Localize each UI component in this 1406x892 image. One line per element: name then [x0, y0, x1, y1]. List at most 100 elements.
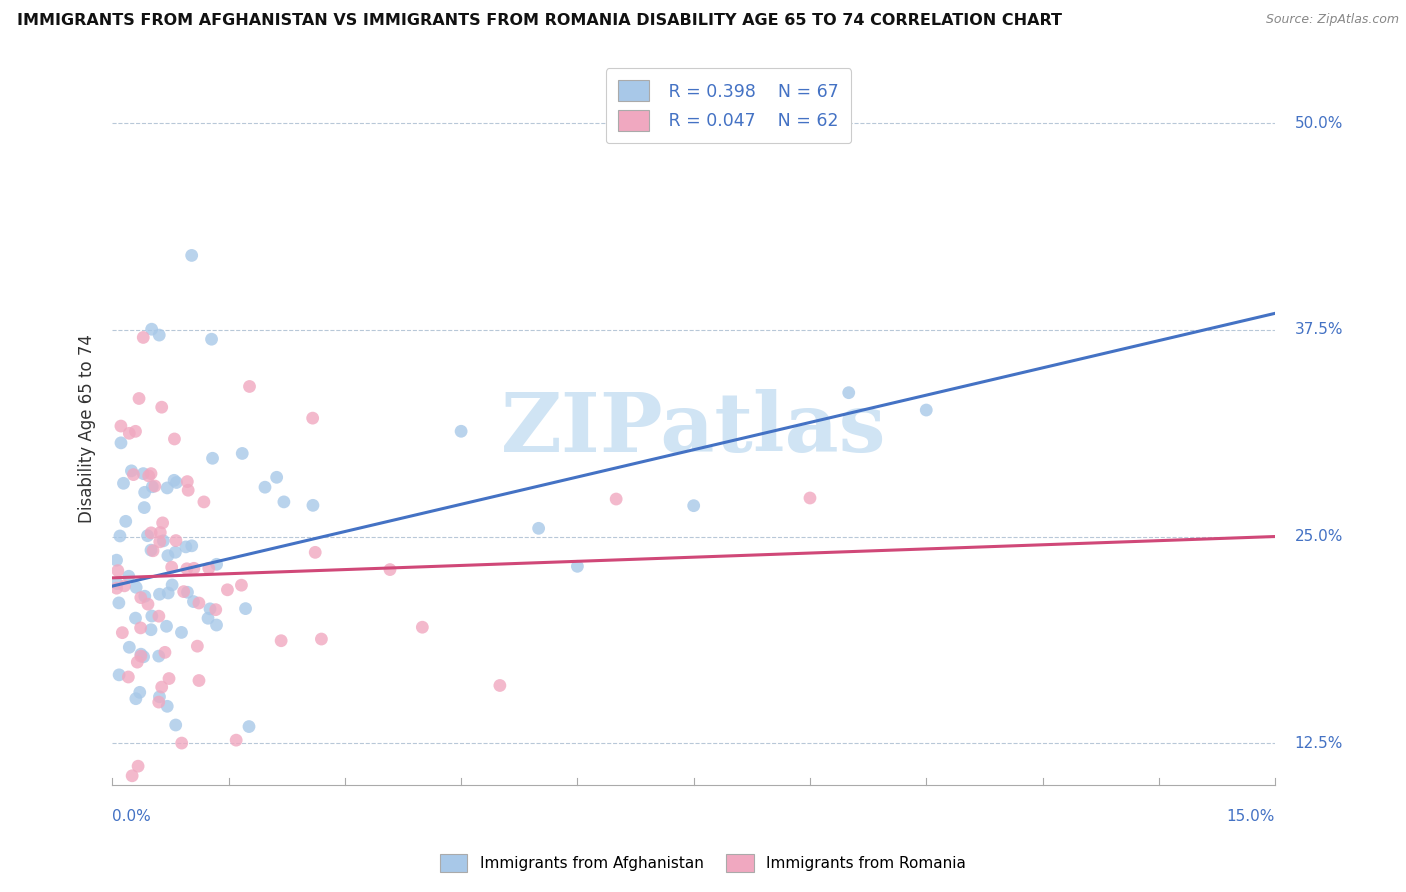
- Point: [141, 480, 163, 494]
- Point: [165, 545, 187, 559]
- Point: [132, 330, 155, 344]
- Point: [149, 534, 172, 549]
- Point: [170, 625, 193, 640]
- Point: [176, 585, 198, 599]
- Point: [150, 680, 173, 694]
- Point: [165, 718, 187, 732]
- Point: [148, 587, 170, 601]
- Point: [125, 580, 148, 594]
- Point: [187, 596, 209, 610]
- Point: [122, 467, 145, 482]
- Point: [118, 640, 141, 655]
- Point: [111, 625, 134, 640]
- Legend: Immigrants from Afghanistan, Immigrants from Romania: Immigrants from Afghanistan, Immigrants …: [432, 846, 974, 880]
- Point: [112, 476, 135, 491]
- Point: [799, 491, 821, 505]
- Point: [148, 649, 170, 664]
- Text: 25.0%: 25.0%: [1295, 529, 1343, 544]
- Point: [238, 720, 260, 734]
- Point: [183, 561, 205, 575]
- Point: [266, 470, 288, 484]
- Point: [205, 618, 228, 632]
- Point: [176, 562, 198, 576]
- Text: 37.5%: 37.5%: [1295, 322, 1343, 337]
- Point: [138, 468, 160, 483]
- Point: [139, 543, 162, 558]
- Point: [231, 578, 253, 592]
- Point: [136, 529, 159, 543]
- Point: [166, 475, 188, 490]
- Text: 50.0%: 50.0%: [1295, 116, 1343, 130]
- Point: [180, 248, 202, 262]
- Point: [110, 435, 132, 450]
- Point: [174, 540, 197, 554]
- Point: [567, 559, 589, 574]
- Point: [183, 594, 205, 608]
- Point: [148, 328, 170, 343]
- Point: [129, 649, 152, 664]
- Point: [217, 582, 239, 597]
- Point: [143, 479, 166, 493]
- Point: [110, 419, 132, 434]
- Text: 12.5%: 12.5%: [1295, 736, 1343, 751]
- Point: [304, 545, 326, 559]
- Point: [273, 495, 295, 509]
- Point: [127, 759, 149, 773]
- Legend:  R = 0.398    N = 67,  R = 0.047    N = 62: R = 0.398 N = 67, R = 0.047 N = 62: [606, 68, 851, 144]
- Point: [128, 685, 150, 699]
- Point: [121, 769, 143, 783]
- Point: [160, 578, 183, 592]
- Point: [163, 473, 186, 487]
- Point: [311, 632, 333, 646]
- Point: [139, 467, 162, 481]
- Point: [188, 673, 211, 688]
- Point: [186, 639, 208, 653]
- Point: [180, 539, 202, 553]
- Point: [197, 611, 219, 625]
- Point: [156, 699, 179, 714]
- Point: [108, 668, 131, 682]
- Point: [198, 602, 221, 616]
- Point: [378, 563, 401, 577]
- Point: [125, 691, 148, 706]
- Point: [152, 516, 174, 530]
- Point: [301, 411, 323, 425]
- Point: [235, 601, 257, 615]
- Point: [132, 649, 155, 664]
- Text: ZIPatlas: ZIPatlas: [501, 389, 886, 469]
- Point: [160, 560, 183, 574]
- Point: [205, 558, 228, 572]
- Point: [173, 584, 195, 599]
- Point: [108, 596, 131, 610]
- Text: 0.0%: 0.0%: [112, 809, 150, 824]
- Point: [489, 678, 512, 692]
- Point: [177, 483, 200, 498]
- Point: [139, 623, 162, 637]
- Point: [176, 475, 198, 489]
- Point: [117, 670, 139, 684]
- Point: [136, 597, 159, 611]
- Point: [149, 525, 172, 540]
- Text: IMMIGRANTS FROM AFGHANISTAN VS IMMIGRANTS FROM ROMANIA DISABILITY AGE 65 TO 74 C: IMMIGRANTS FROM AFGHANISTAN VS IMMIGRANT…: [17, 13, 1062, 29]
- Point: [108, 529, 131, 543]
- Point: [157, 672, 180, 686]
- Point: [134, 500, 156, 515]
- Point: [105, 553, 128, 567]
- Point: [118, 426, 141, 441]
- Point: [163, 432, 186, 446]
- Point: [838, 385, 860, 400]
- Point: [105, 581, 128, 595]
- Point: [114, 514, 136, 528]
- Point: [134, 589, 156, 603]
- Point: [148, 609, 170, 624]
- Point: [107, 564, 129, 578]
- Point: [124, 611, 146, 625]
- Point: [129, 591, 152, 605]
- Point: [200, 332, 222, 346]
- Point: [132, 467, 155, 481]
- Point: [128, 392, 150, 406]
- Point: [225, 864, 247, 879]
- Point: [915, 403, 938, 417]
- Point: [141, 525, 163, 540]
- Point: [197, 561, 219, 575]
